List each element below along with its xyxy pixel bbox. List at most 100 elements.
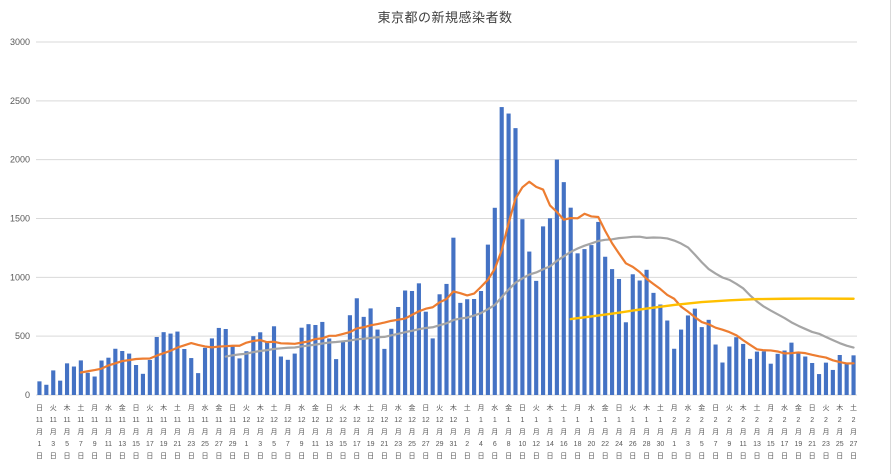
x-axis-tick-label: 木 11 月 5 日 bbox=[63, 403, 70, 460]
x-axis-tick-label: 水 11 月 11 日 bbox=[105, 403, 112, 460]
daily-cases-bar bbox=[320, 321, 325, 395]
daily-cases-bar bbox=[285, 359, 290, 395]
daily-cases-bar bbox=[706, 319, 711, 395]
daily-cases-bar bbox=[78, 360, 83, 395]
x-axis-tick-label: 土 1 月 16 日 bbox=[560, 403, 568, 460]
y-axis-tick-label: 3000 bbox=[10, 37, 30, 47]
daily-cases-bar bbox=[789, 342, 794, 395]
daily-cases-bar bbox=[796, 353, 801, 395]
daily-cases-bar bbox=[692, 308, 697, 395]
daily-cases-bar bbox=[271, 326, 277, 395]
daily-cases-bar bbox=[71, 366, 77, 395]
daily-cases-bar bbox=[230, 345, 235, 395]
x-axis-tick-label: 日 11 月 1 日 bbox=[36, 404, 43, 460]
x-axis-tick-label: 水 12 月 23 日 bbox=[394, 403, 402, 460]
daily-cases-bar bbox=[658, 304, 663, 395]
x-axis-tick-label: 水 2 月 17 日 bbox=[781, 403, 789, 460]
daily-cases-bar bbox=[244, 351, 249, 395]
x-axis-tick-label: 木 2 月 11 日 bbox=[740, 403, 747, 460]
x-axis-tick-label: 月 12 月 7 日 bbox=[284, 404, 292, 460]
daily-cases-bar bbox=[209, 338, 214, 395]
daily-cases-bar bbox=[630, 274, 635, 395]
daily-cases-bar bbox=[520, 219, 525, 395]
x-axis-tick-label: 日 11 月 15 日 bbox=[132, 404, 140, 460]
x-axis-tick-label: 日 1 月 10 日 bbox=[518, 404, 526, 460]
daily-cases-bar bbox=[51, 370, 56, 395]
daily-cases-bar bbox=[478, 290, 484, 395]
daily-cases-bar bbox=[837, 354, 842, 395]
daily-cases-bar bbox=[637, 280, 642, 395]
y-axis-tick-label: 1500 bbox=[10, 214, 30, 224]
daily-cases-bar bbox=[409, 290, 415, 395]
daily-cases-bar bbox=[830, 369, 835, 395]
daily-cases-bar bbox=[168, 333, 173, 395]
daily-cases-bar bbox=[679, 329, 684, 395]
daily-cases-bar bbox=[685, 315, 691, 395]
daily-cases-bar bbox=[768, 363, 773, 395]
daily-cases-bar bbox=[616, 278, 622, 395]
x-axis-tick-label: 火 12 月 15 日 bbox=[339, 404, 347, 460]
daily-cases-bar bbox=[306, 324, 311, 395]
daily-cases-bar bbox=[340, 340, 346, 395]
daily-cases-bar bbox=[127, 353, 132, 395]
daily-cases-bar bbox=[334, 359, 339, 395]
daily-cases-bar bbox=[44, 384, 49, 395]
daily-cases-bar bbox=[133, 364, 139, 395]
daily-cases-bar bbox=[458, 302, 463, 395]
x-axis-tick-label: 水 1 月 20 日 bbox=[587, 403, 595, 460]
daily-cases-bar bbox=[251, 336, 256, 395]
daily-cases-bar bbox=[430, 338, 435, 395]
x-axis-tick-label: 火 1 月 12 日 bbox=[532, 404, 540, 460]
x-axis-tick-label: 火 1 月 26 日 bbox=[629, 404, 637, 460]
daily-cases-bar bbox=[175, 331, 180, 395]
x-axis-tick-label: 火 2 月 23 日 bbox=[822, 404, 830, 460]
daily-cases-bar bbox=[99, 360, 104, 395]
daily-cases-bar bbox=[161, 332, 166, 395]
7day-average-line bbox=[79, 180, 855, 374]
daily-cases-bar bbox=[644, 269, 649, 395]
daily-cases-bar bbox=[534, 280, 539, 395]
y-axis-tick-label: 500 bbox=[15, 331, 30, 341]
x-axis-tick-label: 月 12 月 21 日 bbox=[381, 404, 389, 460]
daily-cases-bar bbox=[810, 362, 815, 395]
x-axis-tick-label: 日 12 月 13 日 bbox=[325, 404, 333, 460]
daily-cases-bar bbox=[58, 380, 63, 395]
daily-cases-bar bbox=[623, 322, 628, 395]
x-axis-tick-label: 木 12 月 31 日 bbox=[450, 403, 458, 460]
daily-cases-bar bbox=[713, 344, 718, 395]
x-axis-tick-label: 土 12 月 19 日 bbox=[367, 403, 375, 460]
daily-cases-bar bbox=[202, 347, 208, 395]
daily-cases-bar bbox=[437, 294, 442, 395]
daily-cases-bar bbox=[416, 283, 421, 395]
chart-title: 東京都の新規感染者数 bbox=[377, 10, 513, 25]
daily-cases-bar bbox=[775, 353, 780, 395]
daily-cases-bar bbox=[816, 374, 822, 395]
x-axis-tick-label: 木 12 月 17 日 bbox=[353, 403, 361, 460]
y-axis-tick-label: 1000 bbox=[10, 272, 30, 282]
daily-cases-bar bbox=[189, 358, 194, 395]
daily-cases-bar bbox=[665, 320, 670, 395]
x-axis-tick-label: 土 11 月 21 日 bbox=[174, 403, 182, 460]
daily-cases-bar bbox=[568, 207, 573, 395]
x-axis-tick-label: 金 12 月 11 日 bbox=[312, 403, 320, 460]
daily-cases-bar bbox=[368, 308, 373, 395]
y-axis-tick-label: 2000 bbox=[10, 155, 30, 165]
daily-cases-bar bbox=[423, 311, 428, 395]
daily-cases-bar bbox=[216, 327, 221, 395]
daily-cases-bar bbox=[603, 256, 608, 395]
daily-cases-bar bbox=[223, 328, 228, 395]
daily-cases-bar bbox=[85, 372, 90, 395]
daily-cases-bar bbox=[237, 358, 242, 395]
x-axis-tick-label: 日 2 月 21 日 bbox=[808, 404, 816, 460]
daily-cases-bar bbox=[92, 376, 97, 395]
x-axis-tick-label: 木 1 月 28 日 bbox=[643, 403, 651, 460]
daily-cases-bar bbox=[541, 226, 546, 395]
daily-cases-bar bbox=[610, 269, 615, 395]
x-axis-tick-label: 木 11 月 19 日 bbox=[160, 403, 168, 460]
